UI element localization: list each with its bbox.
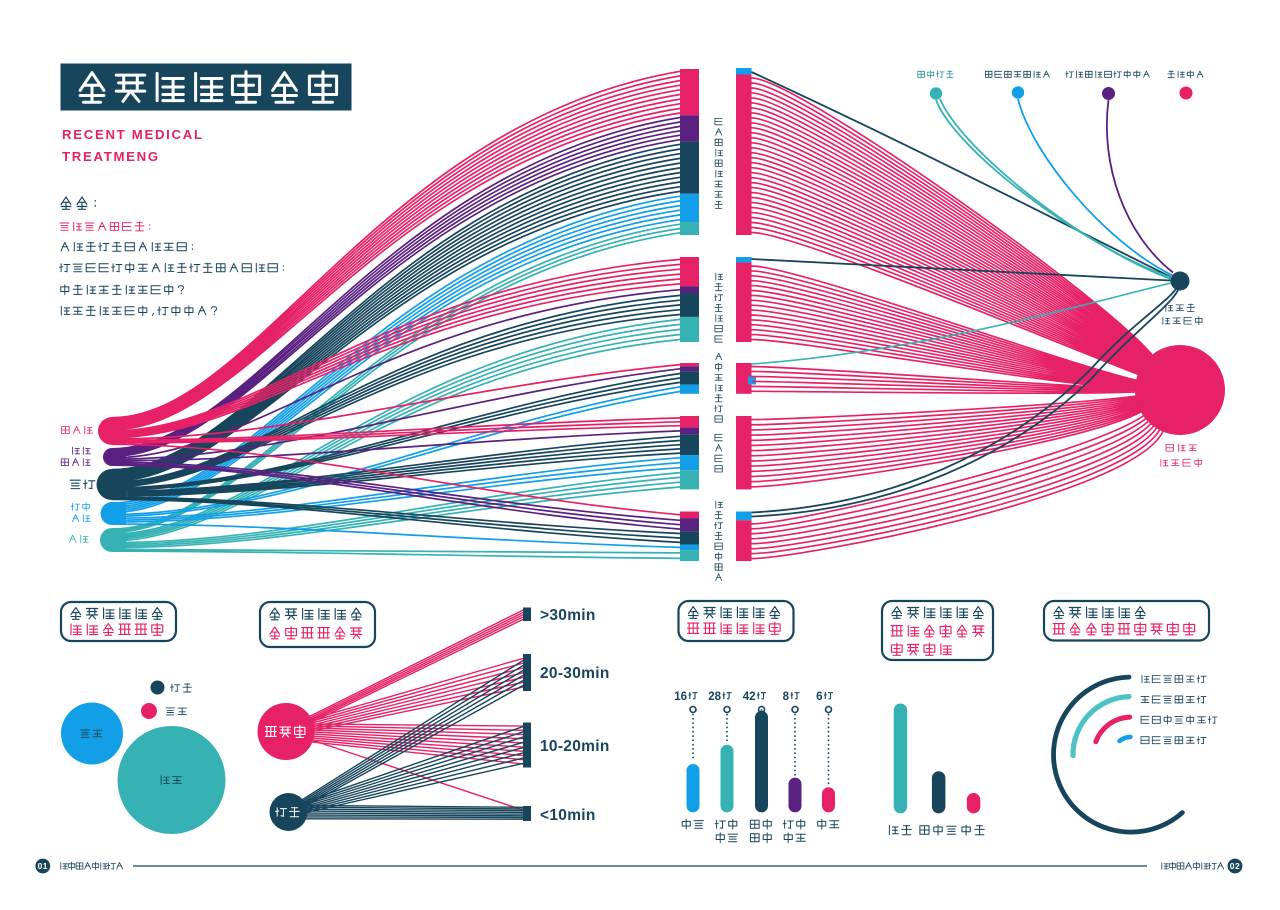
svg-text:6: 6 bbox=[816, 691, 822, 703]
svg-text:01: 01 bbox=[38, 861, 48, 871]
svg-text:TREATMENG: TREATMENG bbox=[62, 149, 160, 164]
svg-text:16: 16 bbox=[674, 691, 687, 703]
svg-text:8: 8 bbox=[783, 691, 790, 703]
svg-text:02: 02 bbox=[1230, 861, 1240, 871]
svg-text:10-20min: 10-20min bbox=[540, 738, 610, 755]
svg-text:>30min: >30min bbox=[540, 607, 596, 624]
svg-text:RECENT MEDICAL: RECENT MEDICAL bbox=[62, 127, 204, 142]
svg-text:28: 28 bbox=[708, 691, 721, 703]
svg-text:<10min: <10min bbox=[540, 807, 596, 824]
svg-text:42: 42 bbox=[743, 691, 756, 703]
svg-text:20-30min: 20-30min bbox=[540, 665, 610, 682]
